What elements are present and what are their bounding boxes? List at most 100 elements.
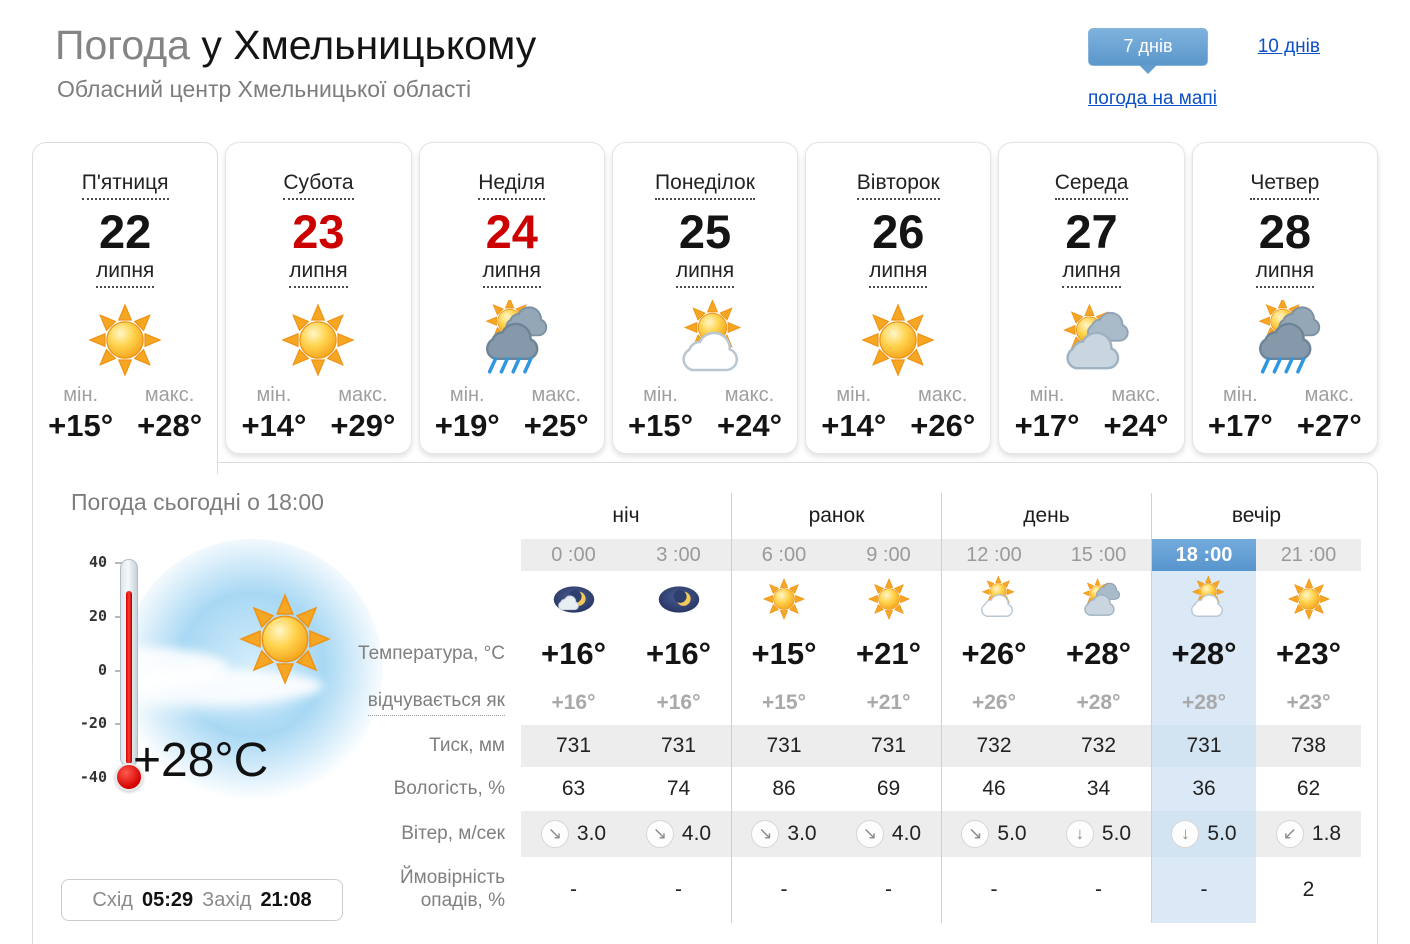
- sun-clouds-icon: [999, 298, 1183, 382]
- day-date: 26: [872, 205, 925, 258]
- day-card-2[interactable]: Субота 23 липня мін. +14° макс. +29°: [225, 142, 412, 454]
- day-card-6[interactable]: Середа 27 липня мін. +17° макс. +24°: [998, 142, 1185, 454]
- wind-direction-icon: ↘: [855, 820, 884, 848]
- sun-rain-icon: [1193, 298, 1377, 382]
- min-label: мін.: [1029, 384, 1065, 406]
- value-cell: +15°: [731, 681, 836, 725]
- value-cell: +26°: [941, 681, 1046, 725]
- min-label: мін.: [256, 384, 292, 406]
- wind-direction-icon: ↘: [961, 820, 990, 848]
- min-max-temps: мін. +14° макс. +29°: [226, 384, 410, 444]
- wind-speed: 5.0: [997, 822, 1027, 845]
- max-label: макс.: [1304, 384, 1355, 406]
- day-name: П'ятниця: [81, 171, 169, 200]
- table-corner: [333, 493, 521, 539]
- day-month: липня: [289, 259, 348, 288]
- current-temperature: +28°C: [133, 734, 269, 787]
- forecast-nav: 7 днів 10 днів погода на мапі: [1088, 28, 1320, 110]
- max-temp: +28°: [137, 408, 203, 443]
- sun-icon: [836, 571, 941, 627]
- time-cell[interactable]: 3 :00: [626, 539, 731, 571]
- value-cell: 731: [521, 725, 626, 767]
- time-cell[interactable]: 9 :00: [836, 539, 941, 571]
- wind-speed: 4.0: [891, 822, 922, 845]
- thermometer-tick: [115, 615, 124, 618]
- day-month: липня: [675, 259, 735, 288]
- sunrise-sunset-box: Схід 05:29 Захід 21:08: [61, 879, 343, 921]
- value-cell: +26°: [941, 627, 1046, 681]
- time-cell[interactable]: 18 :00: [1151, 539, 1256, 571]
- max-temp: +24°: [716, 408, 782, 443]
- day-card-1[interactable]: П'ятниця 22 липня мін. +15° макс. +28°: [32, 142, 219, 474]
- period-header-3: день: [941, 493, 1151, 539]
- value-cell: 732: [941, 725, 1046, 767]
- sunrise-time: 05:29: [141, 888, 194, 911]
- day-month: липня: [1255, 259, 1314, 288]
- value-cell: +28°: [1076, 691, 1121, 714]
- thermometer-tick: [115, 723, 124, 726]
- time-cell[interactable]: 12 :00: [941, 539, 1046, 571]
- max-temp: +27°: [1296, 408, 1362, 443]
- value-cell: -: [941, 857, 1046, 923]
- day-card-3[interactable]: Неділя 24 липня мін. +19° макс. +25°: [418, 142, 605, 454]
- sun-icon: [731, 571, 836, 627]
- day-card-4[interactable]: Понеділок 25 липня мін. +15° макс. +24°: [611, 142, 799, 454]
- min-temp: +19°: [434, 408, 500, 443]
- day-month: липня: [1062, 259, 1121, 288]
- value-cell: 36: [1151, 767, 1256, 811]
- value-cell: +21°: [866, 691, 911, 714]
- min-max-temps: мін. +15° макс. +24°: [613, 384, 797, 444]
- time-cell[interactable]: 15 :00: [1046, 539, 1151, 571]
- value-cell: ↘ 4.0: [836, 811, 941, 857]
- row-label[interactable]: відчувається як: [333, 681, 521, 725]
- row-label: Ймовірність опадів, %: [400, 867, 505, 911]
- time-cell[interactable]: 6 :00: [731, 539, 836, 571]
- value-cell: -: [731, 857, 836, 923]
- day-name: Вівторок: [856, 171, 940, 200]
- period-header-1: ніч: [612, 504, 640, 527]
- value-cell: 34: [1086, 777, 1111, 800]
- link-weather-map[interactable]: погода на мапі: [1088, 88, 1217, 109]
- max-label: макс.: [918, 384, 968, 406]
- value-cell: 2: [1302, 878, 1315, 901]
- row-label: Тиск, мм: [429, 734, 505, 756]
- day-month: липня: [95, 259, 155, 288]
- sunset-label: Захід: [202, 888, 252, 911]
- wind-speed: 1.8: [1311, 822, 1342, 845]
- wind-direction-icon: ↘: [645, 820, 674, 848]
- thermometer-scene: 40 20 0 -20 -40: [39, 539, 383, 801]
- value-cell: 731: [836, 725, 941, 767]
- min-label: мін.: [63, 384, 99, 406]
- max-temp: +25°: [523, 408, 589, 443]
- max-temp: +29°: [330, 408, 396, 443]
- min-max-temps: мін. +17° макс. +24°: [999, 384, 1183, 444]
- max-label: макс.: [144, 384, 195, 406]
- day-date: 23: [292, 205, 345, 258]
- day-card-7[interactable]: Четвер 28 липня мін. +17° макс. +27°: [1191, 142, 1378, 454]
- value-cell: +21°: [856, 636, 921, 671]
- day-name: Середа: [1054, 171, 1129, 200]
- link-10-days[interactable]: 10 днів: [1257, 36, 1320, 57]
- time-cell[interactable]: 0 :00: [521, 539, 626, 571]
- max-temp: +26°: [910, 408, 976, 443]
- value-cell: +28°: [1151, 627, 1256, 681]
- sun-clouds-icon: [1046, 571, 1151, 627]
- value-cell: -: [1151, 857, 1256, 923]
- day-card-5[interactable]: Вівторок 26 липня мін. +14° макс. +26°: [805, 142, 992, 454]
- wind-speed: 3.0: [576, 822, 607, 845]
- value-cell: -: [570, 878, 577, 901]
- moon-icon: [626, 571, 731, 627]
- wind-direction-icon: ↓: [1065, 820, 1094, 848]
- period-header-4: вечір: [1151, 493, 1361, 539]
- day-name: Неділя: [478, 171, 546, 200]
- day-date: 28: [1258, 205, 1311, 258]
- tab-7-days[interactable]: 7 днів: [1088, 28, 1208, 66]
- min-label: мін.: [643, 384, 678, 406]
- value-cell: -: [675, 878, 682, 901]
- thermometer-mercury: [126, 591, 132, 764]
- time-cell[interactable]: 21 :00: [1256, 539, 1361, 571]
- day-date: 25: [678, 205, 732, 258]
- sun-icon: [33, 298, 217, 382]
- thermometer-bulb: [115, 763, 143, 791]
- row-label: Вітер, м/сек: [401, 822, 505, 844]
